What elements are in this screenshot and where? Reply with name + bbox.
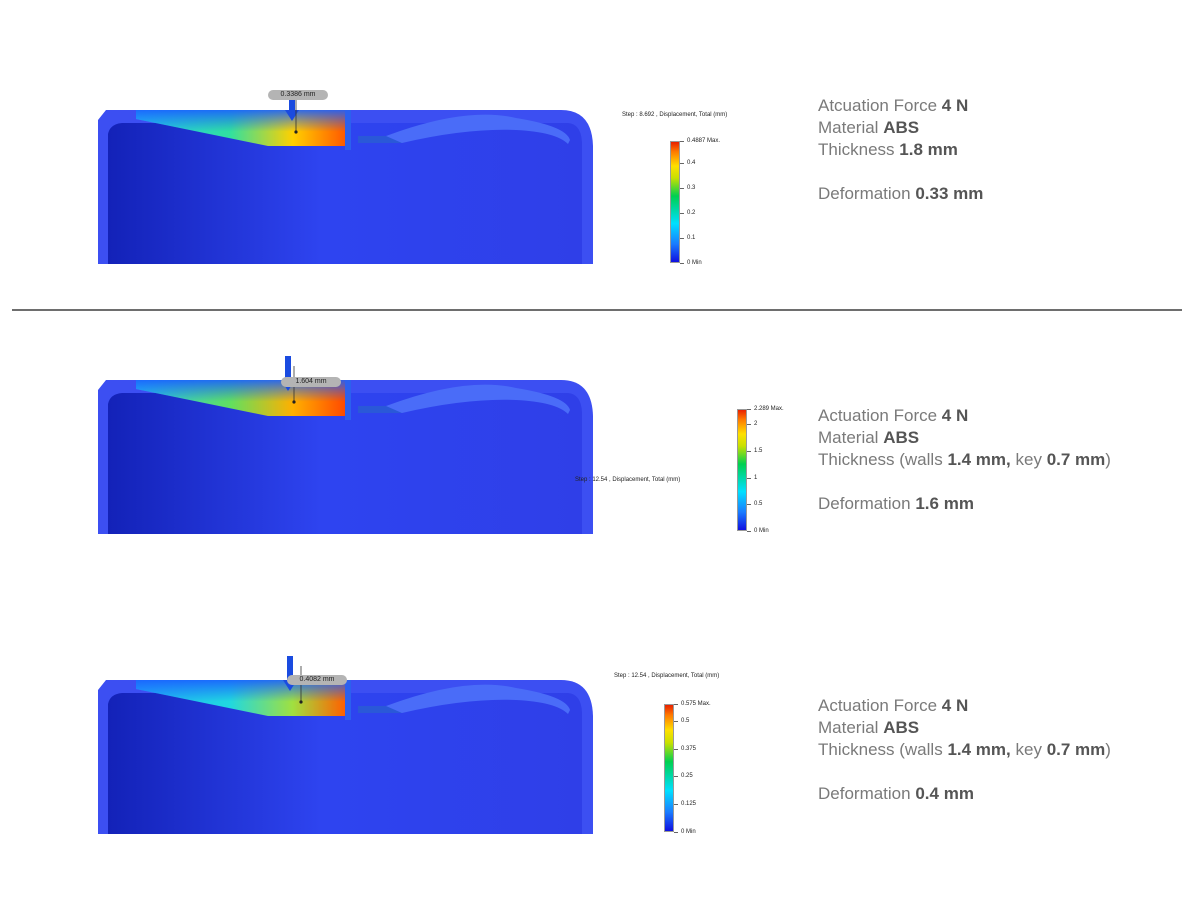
legend-tick-mark: [680, 213, 684, 215]
color-scale-bar: [664, 704, 674, 832]
displacement-probe-label: 1.604 mm: [281, 377, 341, 387]
legend-tick-label: 1: [754, 474, 758, 481]
thickness-line: Thickness (walls 1.4 mm, key 0.7 mm): [818, 740, 1111, 759]
legend-tick-label: 0.375: [681, 745, 697, 752]
legend-tick-mark: [674, 776, 678, 778]
deformation-line: Deformation 0.4 mm: [818, 784, 974, 803]
legend-tick-mark: [680, 238, 684, 240]
simulation-panel-2: 1.604 mm Step : 12.54 , Displacement, To…: [0, 270, 1200, 534]
specs-text: Actuation Force 4 N Material ABS Thickne…: [818, 695, 1111, 805]
color-scale-bar: [737, 409, 747, 531]
legend-tick-label: 1.5: [754, 448, 763, 455]
deformed-part-section: [98, 92, 593, 264]
legend-title: Step : 12.54 , Displacement, Total (mm): [614, 673, 720, 679]
legend-tick-mark: [674, 804, 678, 806]
legend-tick-mark: [680, 188, 684, 190]
legend-tick-label: 0.3: [687, 185, 696, 192]
fea-model-image: [96, 92, 596, 266]
deformation-line: Deformation 1.6 mm: [818, 494, 974, 513]
simulation-panel-3: 0.4082 mm Step : 12.54 , Displacement, T…: [0, 570, 1200, 835]
legend-tick-label: 0.5: [681, 717, 690, 724]
fea-model-image: [96, 656, 596, 836]
legend-max-label: 0.575 Max.: [681, 701, 711, 707]
legend-tick-mark: [747, 451, 751, 453]
displacement-probe-label: 0.3386 mm: [268, 90, 328, 100]
thickness-line: Thickness 1.8 mm: [818, 140, 958, 159]
legend-tick-label: 0.25: [681, 773, 693, 780]
specs-text: Atcuation Force 4 N Material ABS Thickne…: [818, 95, 983, 205]
legend-title: Step : 12.54 , Displacement, Total (mm): [575, 477, 681, 483]
color-scale-bar: [670, 141, 680, 263]
displacement-probe-label: 0.4082 mm: [287, 675, 347, 685]
legend-max-label: 0.4887 Max.: [687, 138, 721, 144]
legend-tick-mark: [674, 748, 678, 750]
legend-max-label: 2.289 Max.: [754, 406, 784, 412]
deformed-part-section: [98, 656, 593, 834]
force-line: Atcuation Force 4 N: [818, 96, 969, 115]
legend-tick-mark: [747, 504, 751, 506]
legend-tick-label: 0.1: [687, 235, 696, 242]
deformation-line: Deformation 0.33 mm: [818, 184, 984, 203]
force-line: Actuation Force 4 N: [818, 406, 969, 425]
legend-tick-mark: [680, 163, 684, 165]
legend-tick-mark: [674, 832, 678, 833]
legend-tick-mark: [680, 141, 684, 142]
legend-tick-mark: [747, 531, 751, 532]
material-line: Material ABS: [818, 718, 920, 737]
legend-tick-mark: [680, 263, 684, 264]
fea-model-image: [96, 356, 596, 536]
thickness-line: Thickness (walls 1.4 mm, key 0.7 mm): [818, 450, 1111, 469]
legend-tick-label: 0.4: [687, 160, 696, 167]
force-arrow-icon: [285, 92, 299, 121]
force-line: Actuation Force 4 N: [818, 696, 969, 715]
simulation-panel-1: 0.3386 mm Step : 8.692 , Displacement, T…: [0, 0, 1200, 266]
legend-tick-label: 0.5: [754, 501, 763, 508]
legend-tick-mark: [747, 477, 751, 479]
legend-min-label: 0 Min: [681, 829, 696, 835]
legend-min-label: 0 Min: [754, 528, 769, 534]
legend-tick-label: 2: [754, 421, 758, 428]
legend-tick-mark: [674, 704, 678, 705]
legend-tick-mark: [674, 720, 678, 722]
deformed-part-section: [98, 356, 593, 534]
legend-tick-mark: [747, 424, 751, 426]
divider: [12, 309, 1182, 311]
legend-tick-label: 0.125: [681, 801, 697, 808]
legend-min-label: 0 Min: [687, 260, 702, 266]
material-line: Material ABS: [818, 118, 920, 137]
specs-text: Actuation Force 4 N Material ABS Thickne…: [818, 405, 1111, 515]
legend-tick-mark: [747, 409, 751, 410]
material-line: Material ABS: [818, 428, 920, 447]
legend-title: Step : 8.692 , Displacement, Total (mm): [622, 112, 728, 118]
legend-tick-label: 0.2: [687, 210, 696, 217]
